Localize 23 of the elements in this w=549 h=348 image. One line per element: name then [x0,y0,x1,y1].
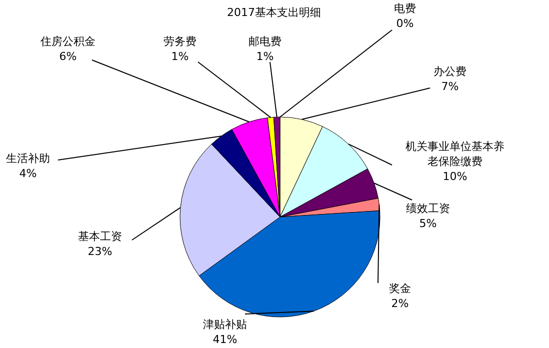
data-label: 41% [212,333,238,346]
slice-label: 基本工资 [78,230,122,243]
data-label: 5% [419,217,437,230]
slice-label: 绩效工资 [406,202,450,215]
slice-label: 办公费 [434,65,466,78]
data-label: 6% [59,50,77,63]
category-label: 电费 [394,2,416,15]
data-label: 7% [441,80,459,93]
data-label: 10% [442,170,468,183]
data-label: 1% [256,50,274,63]
data-label: 23% [88,245,112,258]
chart-title: 2017基本支出明细 [227,6,321,19]
text: 0% [396,17,414,30]
data-label: 2% [391,297,409,310]
slice-label: 生活补助 [6,152,50,165]
slice-label: 津贴补贴 [203,318,247,331]
slice-label: 劳务费 [164,35,196,48]
data-label: 4% [19,167,37,180]
data-label: 1% [171,50,189,63]
slice-label: 奖金 [389,282,411,295]
slice-label: 住房公积金 [40,35,96,48]
slice-label: 邮电费 [248,35,282,48]
legend-label: 机关事业单位基本养老保险缴费 [406,140,504,168]
